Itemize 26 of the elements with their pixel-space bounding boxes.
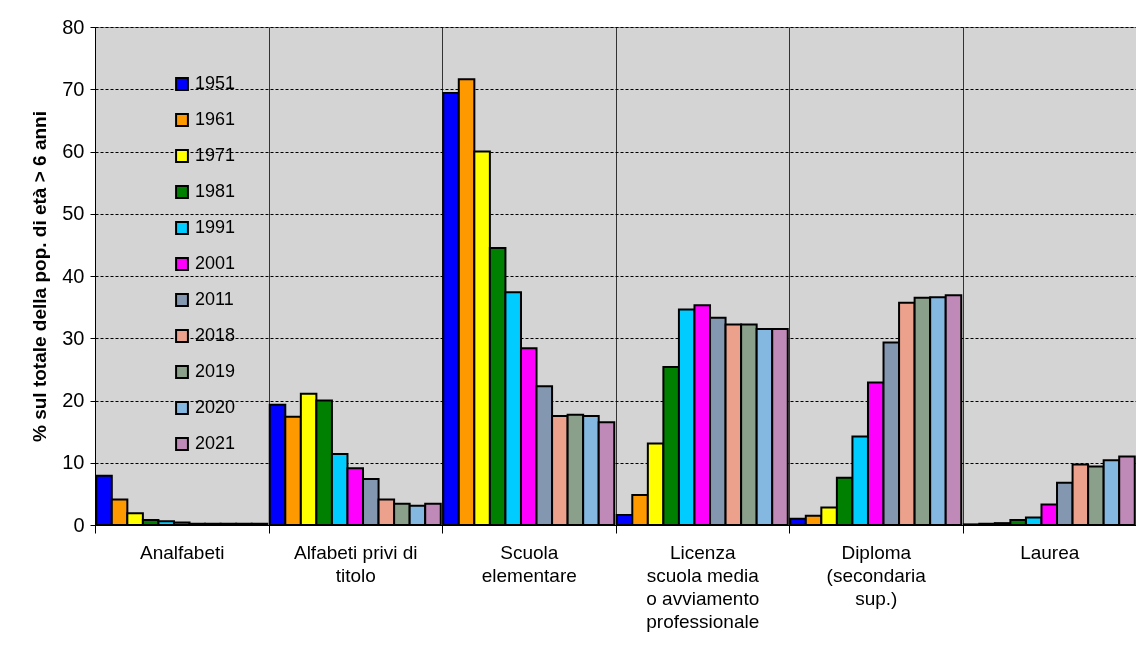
x-tick-label: Analfabeti (139, 541, 225, 563)
legend-label: 2011 (195, 289, 234, 309)
y-tick-label: 50 (62, 202, 85, 225)
legend-label: 2001 (195, 253, 236, 273)
legend-label: 2021 (195, 433, 236, 453)
legend-label: 2019 (195, 361, 236, 381)
y-axis-title: % sul totale della pop. di età > 6 anni (29, 111, 51, 442)
x-tick-label: Diploma (secondaria sup.) (826, 541, 927, 609)
y-tick-label: 10 (62, 451, 85, 474)
y-tick-label: 70 (62, 77, 85, 100)
y-tick-label: 60 (62, 140, 85, 162)
legend-label: 1981 (195, 181, 236, 201)
legend-label: 1961 (195, 109, 236, 129)
x-tick-label: Alfabeti privi di titolo (293, 541, 418, 586)
y-tick-label: 40 (62, 264, 85, 287)
legend-label: 2018 (195, 325, 236, 345)
legend-label: 1991 (195, 217, 236, 237)
y-tick-label: 80 (62, 15, 85, 38)
x-tick-label: Laurea (1020, 541, 1080, 563)
legend-label: 1971 (195, 145, 236, 165)
y-tick-label: 0 (73, 513, 85, 536)
y-tick-label: 30 (62, 326, 85, 349)
x-tick-label: Licenza scuola media o avviamento professionale (646, 541, 760, 632)
x-tick-label: Scuola elementare (481, 541, 577, 586)
legend-label: 1951 (195, 73, 236, 93)
y-tick-label: 20 (62, 389, 85, 411)
